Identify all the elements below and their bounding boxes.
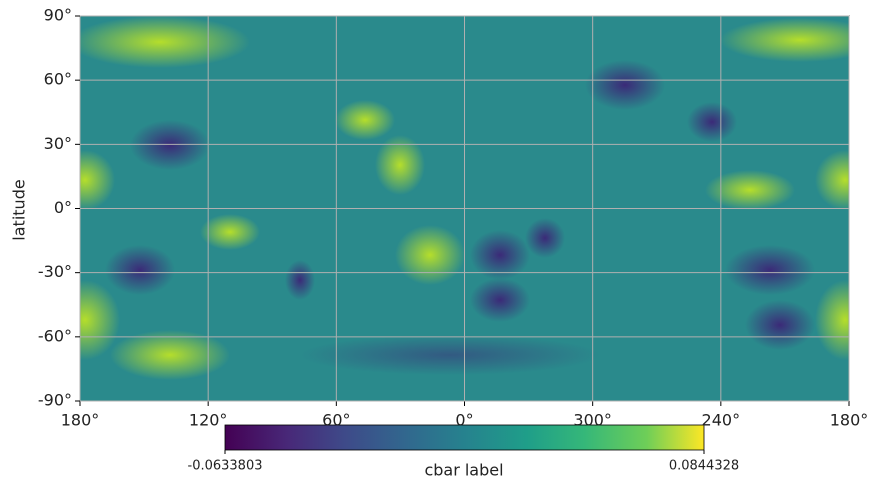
- x-tick-label: 60°: [322, 411, 350, 430]
- x-tick-label: 180°: [830, 411, 869, 430]
- colorbar: [224, 424, 705, 451]
- y-tick-label: -60°: [38, 326, 72, 345]
- y-tick-label: 60°: [44, 70, 72, 89]
- x-tick-label: 180°: [61, 411, 100, 430]
- y-tick-label: -90°: [38, 391, 72, 410]
- y-tick-label: 0°: [54, 198, 72, 217]
- y-tick-label: 90°: [44, 6, 72, 25]
- x-tick-label: 300°: [573, 411, 612, 430]
- colorbar-label: cbar label: [424, 461, 503, 480]
- y-tick-label: 30°: [44, 134, 72, 153]
- y-axis-label: latitude: [10, 179, 29, 240]
- y-tick-label: -30°: [38, 262, 72, 281]
- colorbar-tick-label: 0.0844328: [669, 459, 739, 474]
- x-tick-label: 120°: [189, 411, 228, 430]
- x-tick-label: 240°: [702, 411, 741, 430]
- x-tick-label: 0°: [455, 411, 473, 430]
- colorbar-tick-label: -0.0633803: [188, 459, 263, 474]
